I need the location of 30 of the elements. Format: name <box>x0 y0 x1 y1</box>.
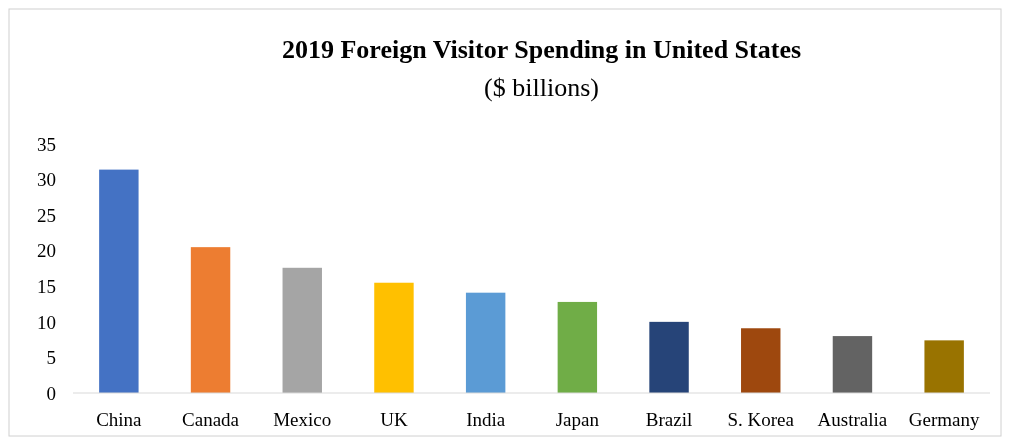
x-tick-label: Germany <box>908 409 980 430</box>
bar <box>190 247 231 393</box>
x-tick-label: Brazil <box>645 409 693 430</box>
x-tick-label: Japan <box>555 409 600 430</box>
x-tick-label: S. Korea <box>727 409 795 430</box>
chart-subtitle: ($ billions) <box>484 73 599 102</box>
bar <box>832 336 873 393</box>
x-tick-label: Mexico <box>273 409 332 430</box>
y-tick-label: 10 <box>37 311 56 333</box>
x-tick-label: India <box>466 409 506 430</box>
bar <box>99 169 139 393</box>
bar <box>741 328 781 393</box>
bar <box>465 292 506 393</box>
y-tick-label: 35 <box>37 133 56 155</box>
y-tick-label: 5 <box>46 347 56 369</box>
bar <box>282 267 322 393</box>
y-tick-label: 25 <box>37 204 56 226</box>
y-tick-label: 0 <box>46 382 56 404</box>
x-tick-label: UK <box>380 409 408 430</box>
bar <box>557 301 598 393</box>
bar <box>374 282 414 393</box>
y-tick-label: 20 <box>37 240 56 262</box>
x-tick-label: China <box>96 409 143 430</box>
x-tick-label: Australia <box>817 409 888 430</box>
bar <box>924 340 964 393</box>
bar <box>649 321 689 393</box>
x-tick-label: Canada <box>182 409 240 430</box>
chart-title: 2019 Foreign Visitor Spending in United States <box>281 35 802 64</box>
y-tick-label: 30 <box>37 169 56 191</box>
y-tick-label: 15 <box>37 275 56 297</box>
